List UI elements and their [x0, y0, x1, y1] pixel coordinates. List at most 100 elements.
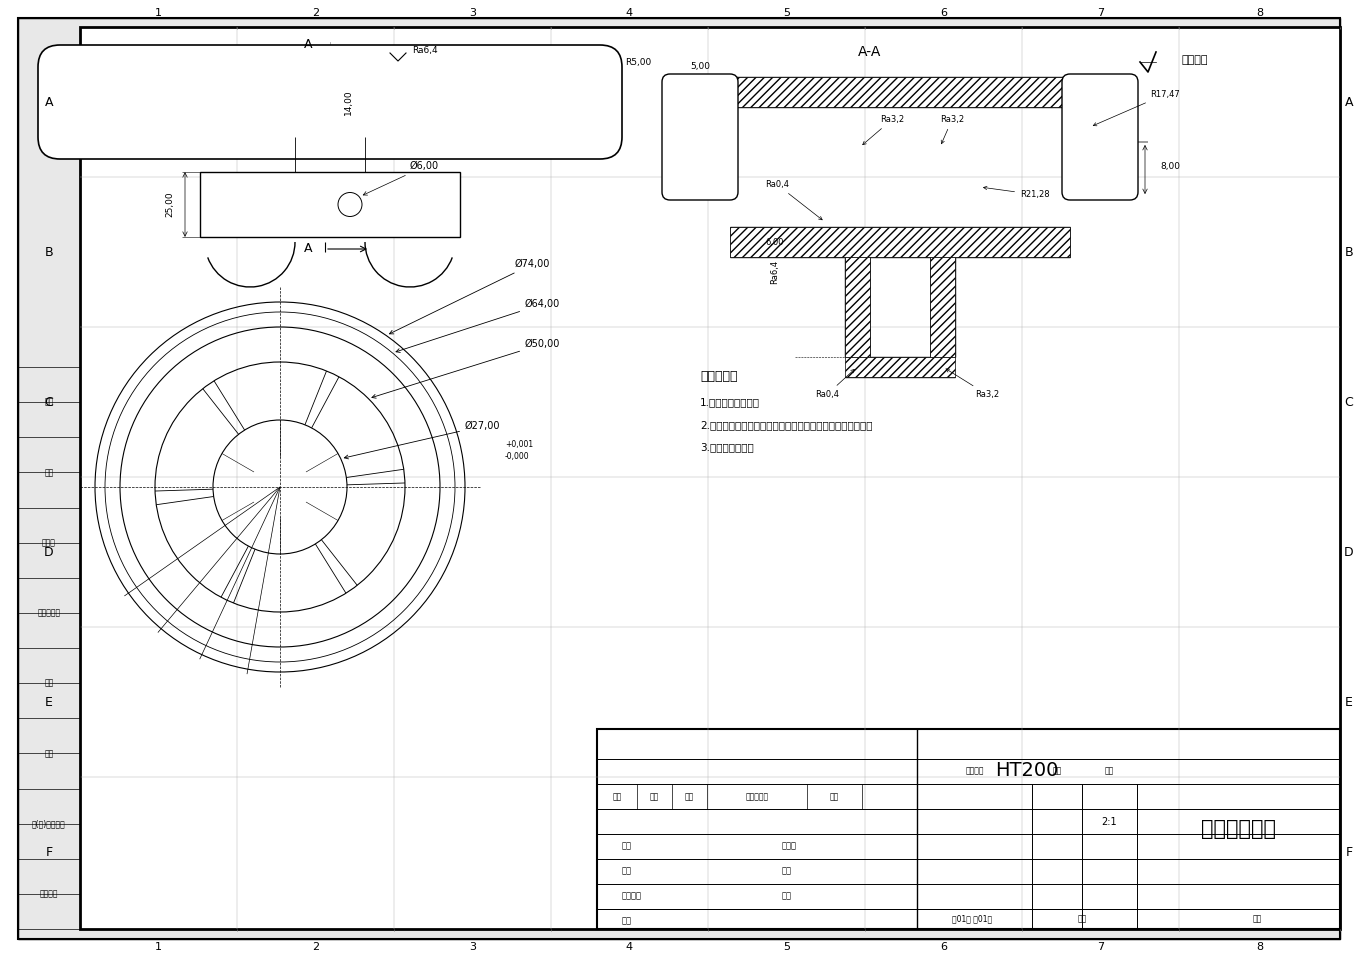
Text: 数量: 数量: [650, 792, 659, 802]
Text: 6: 6: [940, 8, 947, 18]
Text: 旧底图总号: 旧底图总号: [38, 609, 61, 617]
Text: F: F: [1346, 847, 1353, 859]
Text: 3: 3: [469, 942, 477, 952]
Text: Ra3,2: Ra3,2: [947, 368, 999, 399]
Text: Ra3,2: Ra3,2: [940, 115, 964, 144]
Text: A-A: A-A: [858, 45, 881, 59]
Text: Ø50,00: Ø50,00: [372, 339, 561, 398]
Text: F: F: [45, 847, 53, 859]
Text: 检验: 检验: [622, 866, 631, 876]
Text: 全01张 第01张: 全01张 第01张: [952, 915, 993, 924]
Text: 日期: 日期: [45, 397, 53, 407]
Text: 25,00: 25,00: [166, 191, 174, 217]
Text: Ø64,00: Ø64,00: [397, 299, 561, 352]
Text: 8: 8: [1256, 942, 1263, 952]
Text: 14,00: 14,00: [344, 89, 353, 115]
Text: 签名: 签名: [830, 792, 839, 802]
Text: 底图号: 底图号: [42, 538, 56, 547]
Text: 2.零件加工表面上，不应有划痕擦伤等损伤零件表面的缺降。: 2.零件加工表面上，不应有划痕擦伤等损伤零件表面的缺降。: [699, 420, 872, 430]
Text: 比例: 比例: [1105, 767, 1114, 775]
Text: 4: 4: [626, 8, 633, 18]
Text: 分区: 分区: [684, 792, 694, 802]
Text: 工艺: 工艺: [782, 866, 792, 876]
Text: 批准: 批准: [622, 917, 631, 925]
Text: B: B: [1344, 246, 1354, 258]
Text: 标准化: 标准化: [782, 841, 797, 851]
Polygon shape: [669, 82, 731, 192]
Text: 审核: 审核: [782, 892, 792, 901]
Polygon shape: [731, 227, 1070, 257]
Polygon shape: [1070, 82, 1130, 192]
FancyBboxPatch shape: [38, 45, 622, 159]
Text: 零件代号: 零件代号: [39, 889, 58, 899]
Text: 1.零件去除氧化皮。: 1.零件去除氧化皮。: [699, 397, 760, 407]
Text: 2:1: 2:1: [1101, 817, 1118, 827]
Text: E: E: [45, 696, 53, 708]
Text: 开槽调节手柄: 开槽调节手柄: [1200, 819, 1277, 839]
Text: 更改文件号: 更改文件号: [746, 792, 769, 802]
Text: 4: 4: [626, 942, 633, 952]
Text: Ø74,00: Ø74,00: [390, 259, 550, 334]
Text: Ra0,4: Ra0,4: [765, 180, 822, 220]
Text: 借(通)用件登记: 借(通)用件登记: [33, 819, 67, 828]
Text: A: A: [304, 242, 312, 256]
Text: 5: 5: [784, 942, 790, 952]
FancyBboxPatch shape: [661, 74, 737, 200]
Text: 2: 2: [312, 942, 319, 952]
Polygon shape: [731, 77, 1070, 107]
Text: 重量: 重量: [1052, 767, 1062, 775]
Text: Ra6,4: Ra6,4: [770, 260, 779, 284]
Text: C: C: [45, 395, 53, 409]
Text: 修改备记: 修改备记: [966, 767, 983, 775]
Text: Ø27,00: Ø27,00: [345, 421, 501, 458]
Text: 5,00: 5,00: [690, 61, 710, 71]
Text: 3.去除毛刺飞边。: 3.去除毛刺飞边。: [699, 442, 754, 452]
Text: R5,00: R5,00: [625, 57, 652, 66]
Text: 6: 6: [940, 942, 947, 952]
Text: 2: 2: [312, 8, 319, 18]
Text: Ra6,4: Ra6,4: [413, 46, 437, 55]
Text: 7: 7: [1097, 8, 1104, 18]
Text: 7: 7: [1097, 942, 1104, 952]
Text: R17,47: R17,47: [1093, 90, 1180, 125]
Bar: [200, 172, 460, 237]
Text: 5: 5: [784, 8, 790, 18]
Text: 8: 8: [1256, 8, 1263, 18]
Text: A: A: [304, 38, 312, 52]
Text: 技术要求：: 技术要求：: [699, 370, 737, 384]
Text: 1: 1: [155, 8, 162, 18]
Text: Ra0,4: Ra0,4: [815, 369, 854, 399]
FancyBboxPatch shape: [1062, 74, 1138, 200]
Text: 主管设计: 主管设计: [622, 892, 642, 901]
Text: 版本: 版本: [1077, 915, 1086, 924]
Text: D: D: [45, 545, 54, 559]
Text: A: A: [1344, 96, 1354, 108]
Bar: [598, 729, 1340, 929]
Text: 6,00: 6,00: [766, 237, 785, 247]
Text: E: E: [1344, 696, 1353, 708]
Polygon shape: [930, 257, 955, 357]
Text: R21,28: R21,28: [983, 187, 1050, 199]
Text: Ra3,2: Ra3,2: [862, 115, 904, 145]
Text: HT200: HT200: [995, 762, 1059, 781]
Text: 签字: 签字: [45, 468, 53, 477]
Circle shape: [338, 192, 363, 216]
Text: A: A: [45, 96, 53, 108]
Text: -0,000: -0,000: [505, 453, 530, 461]
Text: 单代: 单代: [1252, 915, 1262, 924]
Polygon shape: [845, 357, 955, 377]
Text: +0,001: +0,001: [505, 439, 534, 449]
Polygon shape: [845, 257, 870, 357]
Text: 描校: 描校: [45, 679, 53, 688]
Text: C: C: [1344, 395, 1354, 409]
Text: B: B: [45, 246, 53, 258]
Text: 设计: 设计: [622, 841, 631, 851]
Text: 标记: 标记: [612, 792, 622, 802]
Text: Ø6,00: Ø6,00: [363, 162, 439, 195]
Text: 描图: 描图: [45, 749, 53, 758]
Text: 3: 3: [469, 8, 477, 18]
Text: （其余）: （其余）: [1181, 55, 1209, 65]
Text: 8,00: 8,00: [1160, 163, 1180, 171]
Text: 1: 1: [155, 942, 162, 952]
Text: D: D: [1344, 545, 1354, 559]
